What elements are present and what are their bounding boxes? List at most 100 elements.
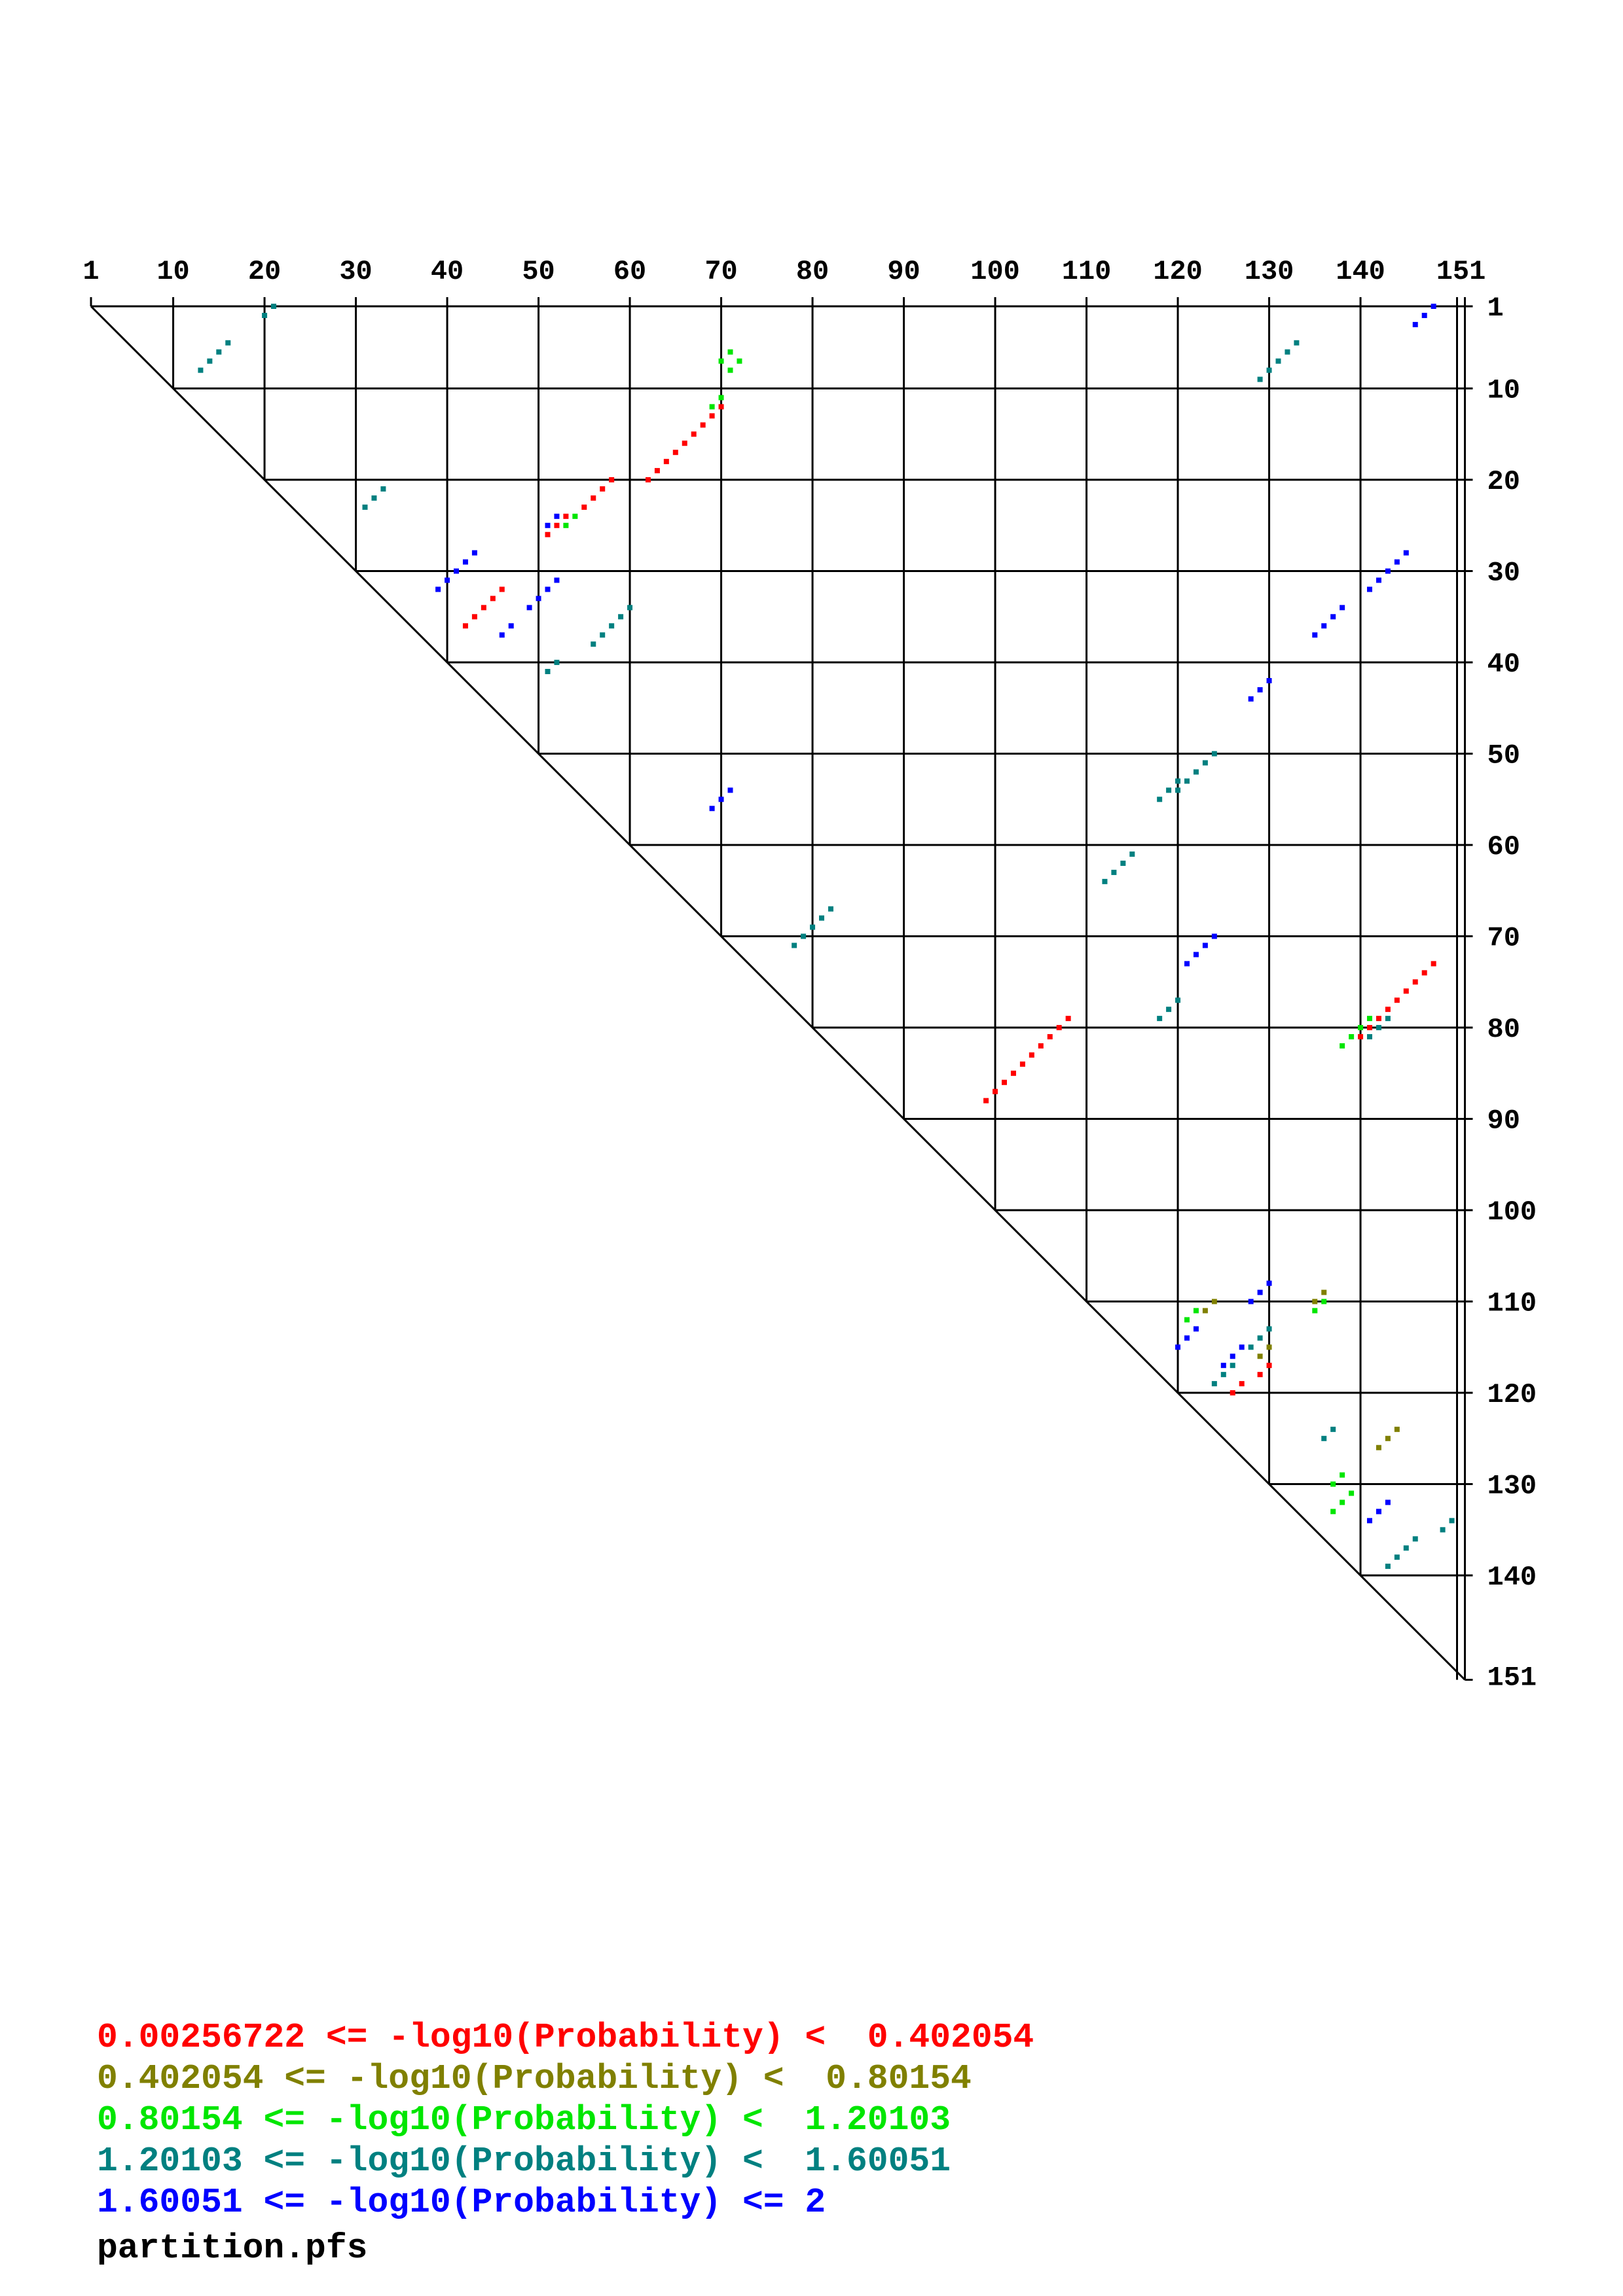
x-tick-label: 130	[1245, 256, 1294, 287]
legend-entry: 0.402054 <= -log10(Probability) < 0.8015…	[97, 2059, 972, 2098]
base-pair-dot	[1166, 787, 1172, 793]
base-pair-dot	[1412, 1536, 1418, 1542]
base-pair-dot	[1184, 1317, 1190, 1323]
base-pair-dot	[609, 623, 615, 629]
base-pair-dot	[1211, 751, 1217, 757]
y-tick-label: 120	[1487, 1379, 1537, 1410]
base-pair-dot	[1248, 696, 1254, 702]
base-pair-dot	[1385, 1007, 1391, 1013]
base-pair-dot	[1029, 1052, 1034, 1058]
base-pair-dot	[1275, 358, 1281, 364]
base-pair-dot	[1340, 1472, 1345, 1478]
base-pair-dot	[618, 614, 624, 620]
x-tick-label: 100	[970, 256, 1020, 287]
base-pair-dot	[462, 623, 468, 629]
y-tick-label: 130	[1487, 1471, 1537, 1502]
base-pair-dot	[1412, 979, 1418, 985]
base-pair-dot	[262, 312, 268, 318]
base-pair-dot	[536, 596, 541, 601]
base-pair-dot	[1440, 1527, 1446, 1533]
base-pair-dot	[490, 596, 496, 601]
base-pair-dot	[1102, 878, 1108, 884]
base-pair-dot	[1367, 1016, 1372, 1022]
base-pair-dot	[1266, 1326, 1272, 1332]
base-pair-dot	[1193, 769, 1199, 775]
y-tick-label: 30	[1487, 558, 1520, 589]
base-pair-dot	[983, 1098, 989, 1103]
base-pair-dot	[1312, 1308, 1318, 1314]
base-pair-dot	[1385, 1435, 1391, 1441]
base-pair-dot	[1394, 997, 1400, 1003]
base-pair-dot	[1220, 1372, 1226, 1378]
base-pair-dot	[709, 413, 715, 419]
base-pair-dot	[1166, 1007, 1172, 1013]
base-pair-dot	[1403, 1545, 1409, 1551]
base-pair-dot	[700, 422, 706, 428]
x-tick-label: 70	[704, 256, 737, 287]
base-pair-dot	[1385, 1499, 1391, 1505]
base-pair-dot	[1257, 1335, 1263, 1341]
base-pair-dot	[819, 915, 824, 921]
x-tick-label: 50	[522, 256, 555, 287]
base-pair-dot	[499, 632, 505, 638]
base-pair-dot	[216, 349, 222, 355]
base-pair-dot	[1421, 312, 1427, 318]
base-pair-dot	[545, 586, 551, 592]
base-pair-dot	[1239, 1381, 1245, 1387]
base-pair-dot	[1239, 1344, 1245, 1350]
base-pair-dot	[1431, 304, 1436, 309]
base-pair-dot	[1257, 1354, 1263, 1359]
base-pair-dot	[591, 641, 596, 647]
base-pair-dot	[1376, 577, 1381, 583]
y-tick-label: 20	[1487, 466, 1520, 497]
base-pair-dot	[1394, 559, 1400, 565]
x-tick-label: 110	[1062, 256, 1112, 287]
y-tick-label: 140	[1487, 1562, 1537, 1593]
base-pair-dot	[1193, 1326, 1199, 1332]
legend-entry: 0.80154 <= -log10(Probability) < 1.20103	[97, 2100, 951, 2140]
base-pair-dot	[271, 304, 276, 309]
x-tick-label: 120	[1153, 256, 1203, 287]
y-tick-label: 60	[1487, 831, 1520, 863]
base-pair-dot	[1065, 1016, 1071, 1022]
y-tick-label: 70	[1487, 923, 1520, 954]
base-pair-dot	[1257, 1372, 1263, 1378]
base-pair-dot	[1211, 1299, 1217, 1304]
y-tick-label: 1	[1487, 293, 1504, 324]
base-pair-dot	[682, 440, 687, 446]
base-pair-dot	[1340, 605, 1345, 611]
base-pair-dot	[1449, 1518, 1455, 1524]
base-pair-dot	[737, 358, 742, 364]
y-tick-label: 90	[1487, 1105, 1520, 1137]
base-pair-dot	[727, 367, 733, 373]
base-pair-dot	[545, 522, 551, 528]
base-pair-dot	[600, 632, 606, 638]
base-pair-dot	[1349, 1490, 1355, 1496]
base-pair-dot	[1294, 340, 1300, 346]
base-pair-dot	[1376, 1025, 1381, 1031]
base-pair-dot	[1385, 1016, 1391, 1022]
base-pair-dot	[792, 942, 797, 948]
file-name-label: partition.pfs	[97, 2229, 368, 2268]
base-pair-dot	[1257, 687, 1263, 692]
base-pair-dot	[1230, 1390, 1235, 1396]
base-pair-dot	[672, 450, 678, 456]
base-pair-dot	[371, 495, 377, 501]
base-pair-dot	[554, 522, 560, 528]
x-tick-label: 90	[887, 256, 920, 287]
base-pair-dot	[563, 522, 569, 528]
base-pair-dot	[1129, 852, 1135, 857]
base-pair-dot	[627, 605, 633, 611]
base-pair-dot	[1220, 1363, 1226, 1369]
base-pair-dot	[1175, 787, 1181, 793]
base-pair-dot	[709, 404, 715, 410]
base-pair-dot	[1211, 933, 1217, 939]
legend-entry: 0.00256722 <= -log10(Probability) < 0.40…	[97, 2018, 1034, 2057]
x-tick-label: 60	[613, 256, 646, 287]
base-pair-dot	[563, 513, 569, 519]
base-pair-dot	[1019, 1061, 1025, 1067]
x-tick-label: 80	[796, 256, 829, 287]
base-pair-dot	[993, 1088, 998, 1094]
base-pair-dot	[1157, 1016, 1163, 1022]
base-pair-dot	[1002, 1079, 1007, 1085]
